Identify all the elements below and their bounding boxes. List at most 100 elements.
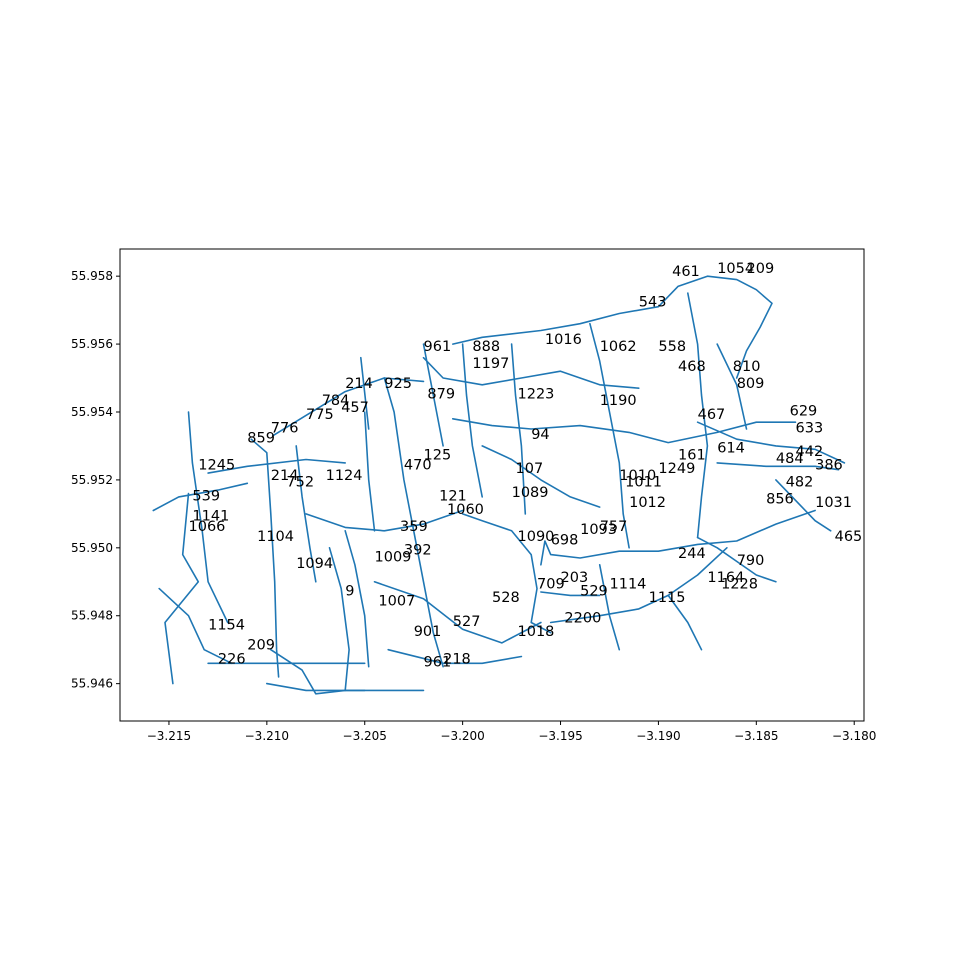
- road-segment-13: [328, 547, 350, 692]
- node-label-62: 482: [786, 475, 814, 491]
- node-label-35: 901: [414, 624, 442, 640]
- road-segment-1: [187, 411, 229, 624]
- road-segment-14: [363, 411, 376, 532]
- node-label-10: 214: [345, 376, 373, 392]
- node-label-68: 809: [737, 376, 765, 392]
- road-segment-7: [270, 648, 425, 695]
- node-label-69: 810: [733, 359, 761, 375]
- node-label-39: 125: [424, 448, 452, 464]
- node-label-37: 218: [443, 651, 471, 667]
- x-tick-label-4: −3.195: [538, 729, 582, 743]
- node-label-59: 484: [776, 451, 804, 467]
- node-label-26: 209: [247, 638, 275, 654]
- node-label-28: 1094: [296, 556, 333, 572]
- node-label-82: 1018: [518, 624, 555, 640]
- node-label-70: 468: [678, 359, 706, 375]
- node-label-45: 709: [537, 577, 565, 593]
- node-label-44: 203: [561, 570, 589, 586]
- node-label-33: 392: [404, 543, 432, 559]
- node-label-14: 879: [427, 386, 455, 402]
- node-label-73: 461: [672, 264, 700, 280]
- y-tick-label-0: 55.946: [71, 677, 113, 691]
- node-label-9: 121: [439, 488, 467, 504]
- node-label-22: 1066: [189, 519, 226, 535]
- road-segment-32: [696, 421, 846, 464]
- node-label-3: 1090: [518, 529, 555, 545]
- y-tick-label-2: 55.950: [71, 541, 113, 555]
- road-segment-25: [461, 513, 552, 634]
- node-label-24: 1154: [208, 617, 245, 633]
- node-label-20: 1245: [198, 458, 235, 474]
- node-label-4: 1089: [512, 485, 549, 501]
- node-label-75: 209: [747, 261, 775, 277]
- x-tick-label-6: −3.185: [734, 729, 778, 743]
- node-label-46: 529: [580, 583, 608, 599]
- node-label-21: 539: [192, 488, 220, 504]
- node-label-11: 925: [384, 376, 412, 392]
- road-segment-27: [549, 547, 728, 624]
- road-segment-22: [510, 343, 527, 515]
- road-segment-20: [422, 343, 444, 447]
- node-label-19: 859: [247, 431, 275, 447]
- node-label-41: 1093: [580, 522, 617, 538]
- node-label-71: 558: [658, 339, 686, 355]
- node-label-60: 386: [815, 458, 843, 474]
- node-label-78: 1190: [600, 393, 637, 409]
- road-segment-17: [373, 581, 542, 644]
- road-segment-38: [775, 479, 832, 532]
- road-segment-23: [452, 418, 797, 444]
- road-segment-36: [667, 594, 703, 651]
- node-label-80: 9: [345, 583, 354, 599]
- road-segment-19: [422, 356, 640, 389]
- x-axis: −3.215 −3.210 −3.205 −3.200 −3.195 −3.190 −3.1…: [147, 721, 876, 743]
- node-label-23: 1141: [192, 509, 229, 525]
- y-axis: 55.946 55.948 55.950 55.952 55.954 55.956 55.9…: [71, 269, 120, 691]
- road-segment-12: [344, 530, 370, 668]
- x-tick-label-2: −3.205: [343, 729, 387, 743]
- node-label-54: 1011: [625, 475, 662, 491]
- road-segment-35: [540, 591, 601, 597]
- node-label-61: 442: [796, 444, 824, 460]
- x-tick-label-1: −3.210: [245, 729, 289, 743]
- node-label-27: 1104: [257, 529, 294, 545]
- node-label-36: 961: [424, 655, 452, 671]
- road-segment-33: [716, 462, 840, 471]
- road-segment-11: [305, 509, 464, 532]
- node-label-79: 1007: [378, 594, 415, 610]
- x-tick-label-7: −3.180: [832, 729, 876, 743]
- x-tick-label-5: −3.190: [636, 729, 680, 743]
- node-label-25: 226: [218, 651, 246, 667]
- node-label-51: 790: [737, 553, 765, 569]
- node-label-64: 1031: [815, 495, 852, 511]
- node-label-15: 784: [322, 393, 350, 409]
- node-label-56: 1249: [658, 461, 695, 477]
- x-tick-label-0: −3.215: [147, 729, 191, 743]
- road-segment-10: [295, 445, 317, 583]
- plot-frame: [119, 248, 865, 722]
- y-tick-label-4: 55.954: [71, 405, 113, 419]
- node-label-50: 244: [678, 546, 706, 562]
- road-segment-0: [152, 482, 249, 512]
- road-segment-24: [481, 445, 601, 508]
- node-label-52: 1228: [721, 577, 758, 593]
- road-segment-16: [383, 377, 444, 668]
- road-segment-21: [461, 343, 483, 498]
- node-label-77: 1062: [600, 339, 637, 355]
- node-label-66: 633: [796, 420, 824, 436]
- y-tick-label-1: 55.948: [71, 609, 113, 623]
- node-label-29: 214: [271, 468, 299, 484]
- node-label-12: 961: [424, 339, 452, 355]
- node-label-55: 1010: [619, 468, 656, 484]
- node-label-7: 527: [453, 614, 481, 630]
- node-label-1: 1197: [472, 356, 509, 372]
- node-label-81: 2200: [564, 611, 601, 627]
- node-label-5: 107: [516, 461, 544, 477]
- node-label-65: 465: [835, 529, 863, 545]
- road-segment-30: [687, 292, 709, 539]
- node-label-58: 614: [717, 441, 745, 457]
- node-label-43: 698: [551, 532, 579, 548]
- road-network: [152, 275, 846, 695]
